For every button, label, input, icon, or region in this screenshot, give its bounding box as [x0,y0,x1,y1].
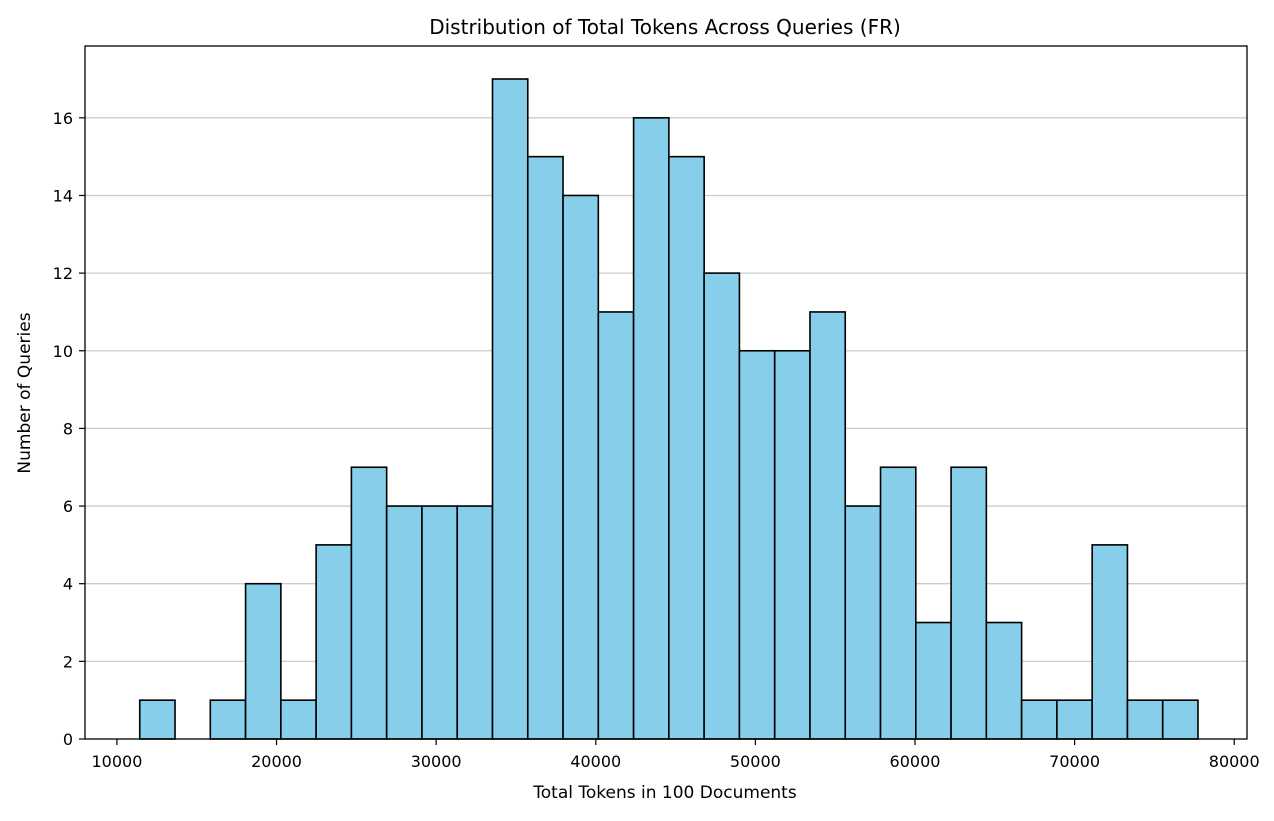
histogram-bar [844,505,882,740]
y-axis-ticks: 0 2 4 6 8 10 12 14 16 [53,109,85,749]
x-tick-label: 40000 [570,752,621,771]
histogram-bar [385,505,423,740]
y-axis-label: Number of Queries [15,312,35,473]
histogram-bar [315,544,353,740]
x-tick-label: 80000 [1209,752,1260,771]
histogram-bar [738,349,776,740]
x-tick-label: 20000 [251,752,302,771]
x-axis-label: Total Tokens in 100 Documents [532,783,797,803]
x-axis-ticks: 10000 20000 30000 40000 50000 60000 70000 80000 [91,739,1260,771]
y-tick-label: 0 [63,730,73,749]
y-tick-label: 8 [63,419,73,438]
histogram-bar [1020,699,1058,740]
histogram-bar [562,194,600,740]
y-tick-label: 12 [53,264,73,283]
y-tick-label: 4 [63,575,73,594]
histogram-bar [138,699,176,740]
histogram-bar [985,621,1023,740]
histogram-bar [879,466,917,740]
histogram-bar [703,272,741,740]
plot-frame [84,45,1248,740]
histogram-bar [1161,699,1199,740]
histogram-bar [668,155,705,740]
y-tick-label: 10 [53,342,73,361]
x-tick-label: 10000 [91,752,142,771]
y-tick-label: 14 [53,186,73,205]
y-tick-label: 6 [63,497,73,516]
x-tick-label: 70000 [1049,752,1100,771]
histogram-bars [138,78,1199,740]
histogram-bar [491,78,529,740]
histogram-bar [632,117,670,740]
histogram-bar [914,621,952,740]
histogram-bar [773,349,811,740]
histogram-bar [280,699,317,740]
y-tick-label: 2 [63,652,73,671]
histogram-bar [1091,544,1129,740]
histogram-bar [526,155,564,740]
histogram-bar [1056,699,1093,740]
histogram-bar [809,311,847,740]
histogram-bar [1126,699,1164,740]
y-tick-label: 16 [53,109,73,128]
histogram-bar [950,466,988,740]
histogram-bar [421,505,459,740]
x-tick-label: 60000 [890,752,941,771]
x-tick-label: 30000 [411,752,462,771]
chart-title: Distribution of Total Tokens Across Quer… [429,15,901,39]
histogram-bar [244,582,282,740]
histogram-bar [209,699,247,740]
histogram-bar [456,505,494,740]
histogram-bar [597,311,635,740]
x-tick-label: 50000 [730,752,781,771]
histogram-bar [350,466,388,740]
